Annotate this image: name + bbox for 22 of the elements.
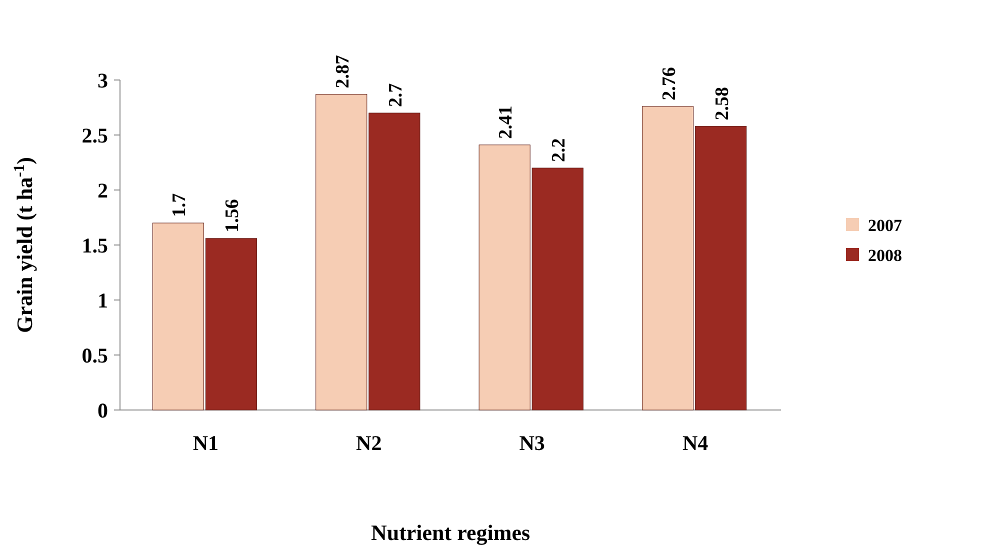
x-tick-label: N4 <box>682 431 709 455</box>
data-label: 1.56 <box>222 199 244 232</box>
data-label: 2.2 <box>548 138 570 162</box>
data-label: 2.41 <box>496 106 517 139</box>
y-tick-label: 2.5 <box>82 123 108 148</box>
y-tick-label: 0.5 <box>82 343 108 368</box>
y-tick-label: 1.5 <box>82 233 108 258</box>
x-tick-label: N3 <box>519 431 545 455</box>
y-tick-label: 0 <box>98 398 108 422</box>
y-tick-label: 3 <box>98 68 108 92</box>
data-label: 2.76 <box>658 67 680 100</box>
legend-label: 2008 <box>868 246 902 265</box>
y-tick-label: 1 <box>98 288 108 312</box>
legend-label: 2007 <box>868 216 902 235</box>
x-axis-title: Nutrient regimes <box>370 520 530 545</box>
x-tick-label: N1 <box>192 431 219 455</box>
data-label: 1.7 <box>169 192 190 217</box>
y-tick-label: 2 <box>98 178 108 202</box>
data-label: 2.87 <box>332 54 354 88</box>
x-tick-label: N2 <box>356 431 382 455</box>
data-label: 2.7 <box>385 82 406 107</box>
data-label: 2.58 <box>712 86 733 120</box>
